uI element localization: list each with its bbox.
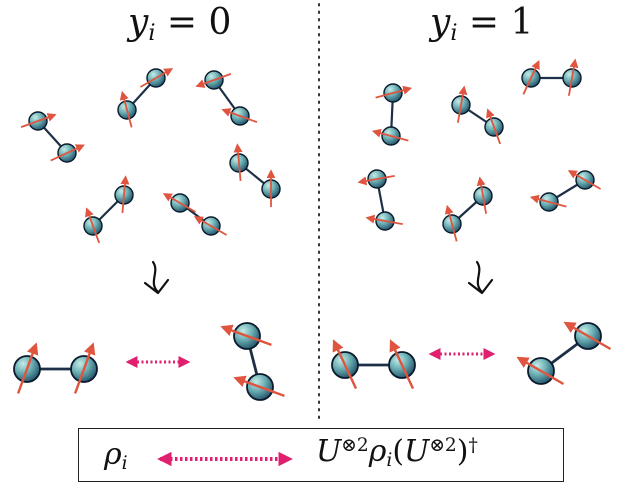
legend-transformed-label: U⊗2ρi(U⊗2)† xyxy=(316,434,478,472)
spin-arrow-icon xyxy=(567,170,602,190)
spin-arrow-icon xyxy=(456,85,468,123)
molecule xyxy=(229,143,281,207)
spin-arrow-icon xyxy=(73,342,96,394)
molecule xyxy=(442,176,493,242)
spin-arrow-icon xyxy=(332,339,358,390)
molecule xyxy=(20,111,85,163)
molecule xyxy=(516,321,612,386)
spin-arrow-icon xyxy=(563,321,612,351)
spin-arrow-icon xyxy=(486,108,502,145)
spin-arrow-icon xyxy=(567,58,579,96)
spin-arrow-icon xyxy=(233,143,243,182)
spin-arrow-icon xyxy=(529,194,567,208)
spin-arrow-icon xyxy=(120,175,130,214)
spin-arrow-icon xyxy=(16,342,39,394)
spin-arrow-icon xyxy=(389,339,415,390)
molecule xyxy=(331,339,416,390)
spin-arrow-icon xyxy=(85,207,101,244)
molecule xyxy=(117,68,174,128)
molecule xyxy=(371,83,413,146)
legend-rho-label: ρi xyxy=(104,437,128,475)
spin-arrow-icon xyxy=(193,216,228,236)
molecule xyxy=(521,58,582,96)
spin-arrow-icon xyxy=(220,324,272,347)
spin-arrow-icon xyxy=(371,128,409,142)
panel-title-right: yi = 1 xyxy=(430,2,534,47)
panel-title-left: yi = 0 xyxy=(128,2,232,47)
spin-arrow-icon xyxy=(357,174,395,186)
spin-arrow-icon xyxy=(20,113,57,129)
spin-arrow-icon xyxy=(375,85,413,99)
molecule xyxy=(357,169,403,231)
legend-box xyxy=(78,428,564,482)
spin-arrow-icon xyxy=(195,72,232,88)
squiggle-arrow-icon xyxy=(467,260,494,295)
spin-arrow-icon xyxy=(476,176,488,214)
spin-arrow-icon xyxy=(50,144,85,162)
molecule xyxy=(162,193,228,236)
molecule xyxy=(83,175,134,244)
spin-arrow-icon xyxy=(365,214,403,226)
molecule xyxy=(529,170,602,212)
spin-arrow-icon xyxy=(233,375,285,398)
spin-arrow-icon xyxy=(119,90,133,128)
spin-arrow-icon xyxy=(139,68,174,88)
molecule xyxy=(220,322,285,401)
molecule xyxy=(13,342,98,394)
spin-arrow-icon xyxy=(522,60,540,95)
spin-arrow-icon xyxy=(221,108,258,124)
molecule xyxy=(451,85,504,145)
spin-arrow-icon xyxy=(444,204,458,242)
molecule xyxy=(195,70,258,126)
squiggle-arrow-icon xyxy=(143,260,170,295)
spin-arrow-icon xyxy=(162,193,197,213)
spin-arrow-icon xyxy=(516,356,565,386)
molecules-layer xyxy=(13,58,612,401)
